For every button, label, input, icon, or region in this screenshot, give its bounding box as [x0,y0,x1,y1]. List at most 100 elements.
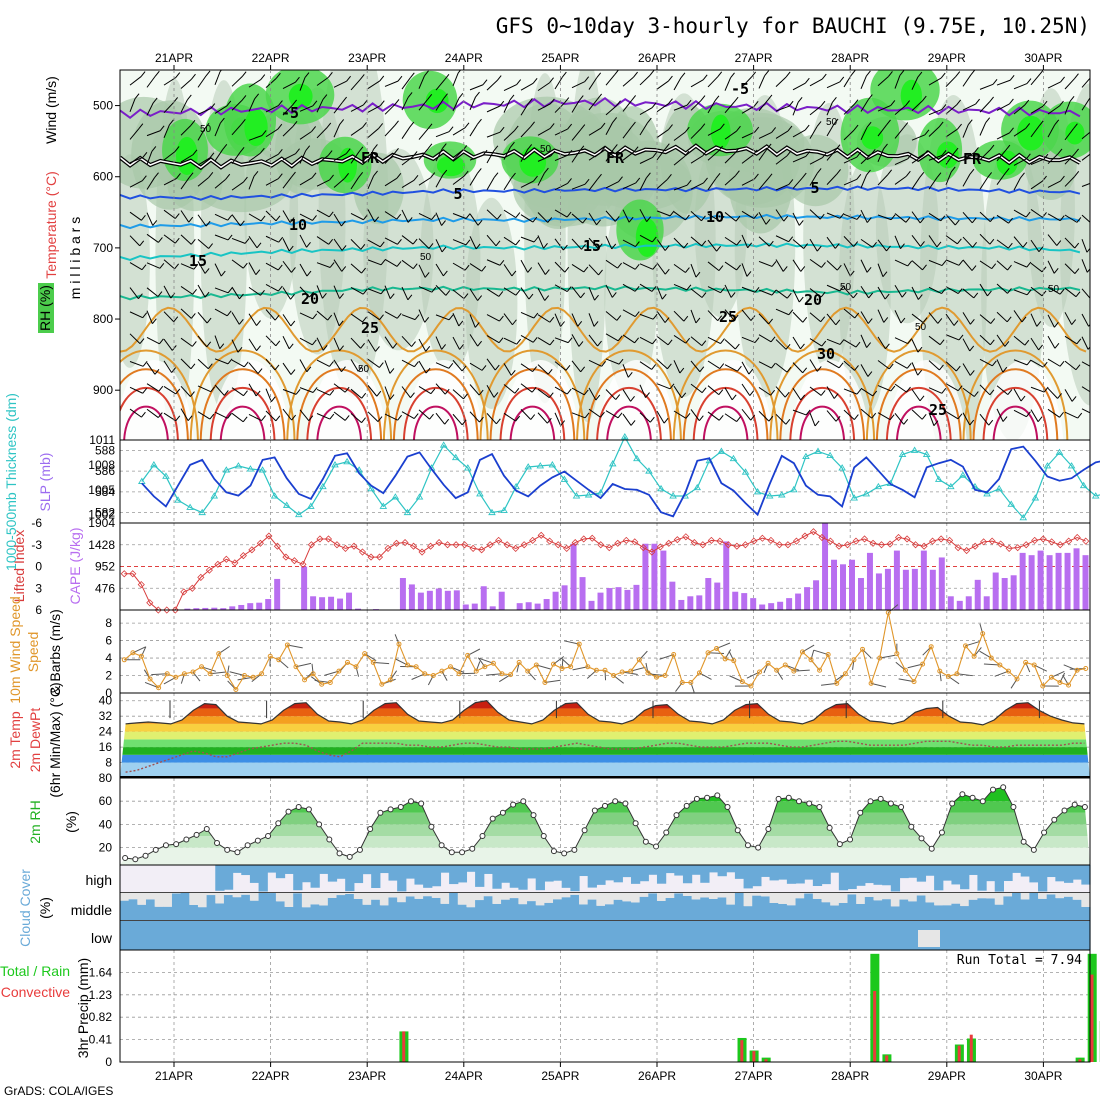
rh-point [653,843,660,850]
wind-barb-flag [1009,127,1014,134]
lifted-index-point [682,533,690,541]
cloud-high-cell [241,865,251,876]
cloud-mid-cell [587,899,597,920]
wind-barb-flag [580,366,586,373]
wind-barb-staff [571,387,585,396]
wind-barb-staff [605,235,613,250]
wind-barb-staff [860,153,872,165]
thickness-point [633,454,641,462]
wind-barb-flag [866,121,872,128]
wind-barb-staff [452,262,466,271]
wind10-point [233,687,239,693]
thickness-point [596,489,605,496]
wind-barb-staff [775,289,788,299]
warm-isotherm-loop [120,368,189,440]
wind-barb-flag [190,313,196,319]
wind-barb-flag [985,117,991,124]
thickness-point [1043,462,1052,469]
wind-barb-staff [1047,180,1061,188]
lifted-index-point [639,544,647,552]
wind-barb-flag [834,243,840,249]
wind-barb-flag [917,346,923,353]
wind-barb-staff [503,363,512,376]
wind-barb-staff [724,284,732,298]
precip-conv-bar [740,1040,744,1062]
warm-isotherm-loop [992,405,1039,440]
wind-barb-staff [231,100,243,111]
wind-barb-staff [945,128,958,138]
wind-barb-staff [265,128,279,138]
wind-barb-flag [699,366,705,373]
wind-barb-flag [549,316,555,323]
wind-barb-flag [805,151,811,157]
wind-barb-staff [435,239,443,253]
cape-bar [1028,555,1035,610]
cape-bar [831,559,838,610]
wind-barb-flag [1036,321,1042,327]
wind-barb-flag [495,240,501,247]
cloud-mid-gap [223,892,234,896]
wind10-point [439,668,445,674]
wind-barb-staff [214,287,229,294]
wind10-barb [237,676,254,681]
wind-barb-flag [661,293,667,300]
wind-barb-flag [412,238,418,245]
wind-barb-staff [809,78,823,87]
wind-barb-flag [360,342,365,349]
wind-barb-staff [639,74,651,86]
wind-barb-flag [940,215,946,222]
cloud-mid-gap [483,892,494,897]
wind-barb-flag [816,245,822,252]
wind-barb-staff [673,385,683,399]
wind10-point [782,662,788,668]
wind-barb-staff [333,285,341,299]
lifted-index-point [554,541,562,549]
wind-barb-flag [890,100,896,106]
rh-point [489,815,496,822]
cloud-mid-gap [197,892,208,908]
cloud-level-low: low [91,930,113,946]
cloud-mid-gap [327,892,338,898]
wind-barb-staff [809,209,821,220]
cloud-mid-cell [154,906,164,920]
wind-barb-flag [477,295,483,301]
cloud-mid-cell [648,893,658,920]
cloud-low-cell [249,920,260,950]
wind-barb-flag [476,168,482,174]
wind-barb-staff [673,410,687,419]
cloud-mid-gap [838,892,849,903]
wind-barb-flag [274,314,280,321]
wind10-point [499,671,505,677]
wind-barb-staff [367,175,375,190]
wind-barb-staff [979,260,992,270]
cloud-mid-cell [682,895,693,920]
wind-barb-flag [746,271,752,277]
wind-barb-staff [758,148,768,161]
wind-barb-staff [1030,239,1040,252]
wind-barb-flag [701,240,707,247]
wind10-point [937,668,943,674]
rh-point [602,802,608,809]
wind-barb-staff [758,75,766,89]
cloud-mid-gap [405,892,416,897]
wind10-point [928,644,934,650]
wind-barb-flag [512,319,517,326]
wind-barb-staff [1047,234,1058,246]
wind-barb-staff [775,386,786,398]
wind-barb-flag [413,174,419,181]
wind-barb-flag [548,392,554,398]
wind-barb-flag [339,293,344,299]
wind-barb-staff [1047,81,1061,89]
wind-barb-staff [690,128,702,139]
cape-bar [615,587,622,610]
cloud-mid-gap [908,892,918,902]
lifted-axis-label: Lifted Index [11,530,27,602]
wind-barb-flag [785,418,791,425]
cloud-low-cell [553,920,563,950]
rh-point [561,850,568,857]
wind-barb-flag [424,70,429,77]
wind-barb-flag [260,215,266,222]
wind-barb-flag [458,320,464,327]
wind-barb-staff [1064,360,1077,371]
wind-barb-staff [1081,182,1090,187]
